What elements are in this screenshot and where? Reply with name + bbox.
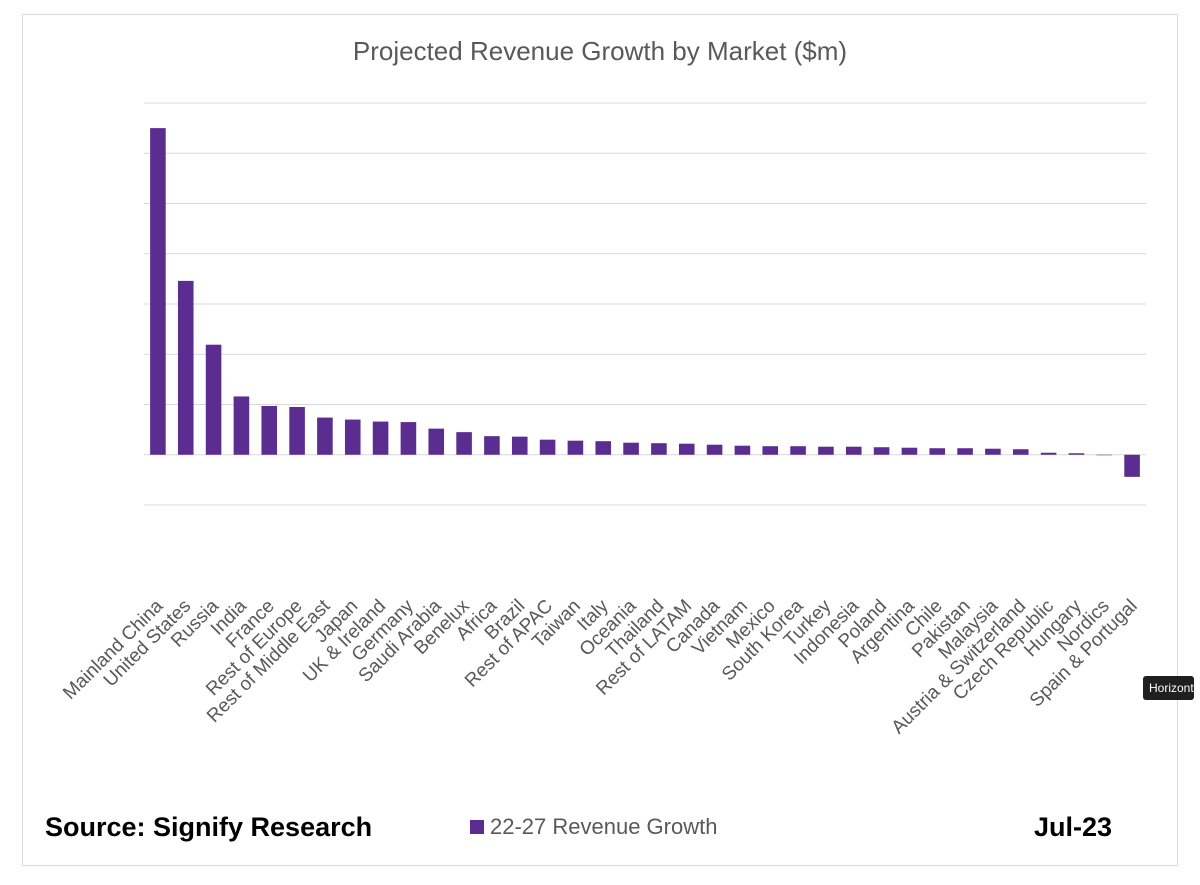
- bar: [205, 344, 222, 455]
- bar: [484, 436, 500, 455]
- bar: [845, 446, 862, 455]
- bar: [1096, 454, 1113, 456]
- bar: [706, 444, 723, 455]
- legend-swatch: [470, 820, 484, 834]
- bar: [400, 422, 417, 455]
- bar: [567, 440, 584, 455]
- bar: [1012, 449, 1029, 455]
- bar: [456, 432, 472, 455]
- legend: 22-27 Revenue Growth: [470, 814, 717, 840]
- bar: [873, 447, 890, 455]
- bar: [678, 443, 695, 455]
- tooltip: Horizontal: [1143, 676, 1194, 700]
- bar: [957, 448, 973, 455]
- chart-title: Projected Revenue Growth by Market ($m): [352, 36, 848, 66]
- bar: [901, 447, 918, 455]
- bar: [344, 419, 361, 455]
- source-label: Source: Signify Research: [45, 812, 373, 842]
- bar: [818, 446, 834, 455]
- date-label: Jul-23: [1033, 812, 1112, 842]
- bar: [651, 443, 667, 455]
- bar: [1124, 454, 1140, 477]
- bar: [428, 428, 445, 455]
- bar: [929, 448, 946, 455]
- bar: [289, 407, 305, 455]
- bar: [317, 417, 333, 455]
- bar: [511, 436, 528, 455]
- bars: [150, 128, 1140, 477]
- gridlines: [144, 102, 1146, 506]
- bar: [150, 128, 166, 455]
- bar: [595, 441, 612, 455]
- bar: [1068, 453, 1085, 455]
- bar: [762, 446, 779, 455]
- bar: [734, 445, 751, 455]
- bar: [623, 442, 639, 455]
- bar: [233, 396, 250, 455]
- bar: [372, 421, 389, 455]
- bar: [539, 439, 556, 455]
- bar: [985, 448, 1001, 455]
- bar: [177, 280, 194, 455]
- bar: [261, 406, 278, 455]
- legend-label: 22-27 Revenue Growth: [490, 814, 718, 839]
- bar: [1040, 452, 1057, 455]
- bar: [790, 446, 806, 455]
